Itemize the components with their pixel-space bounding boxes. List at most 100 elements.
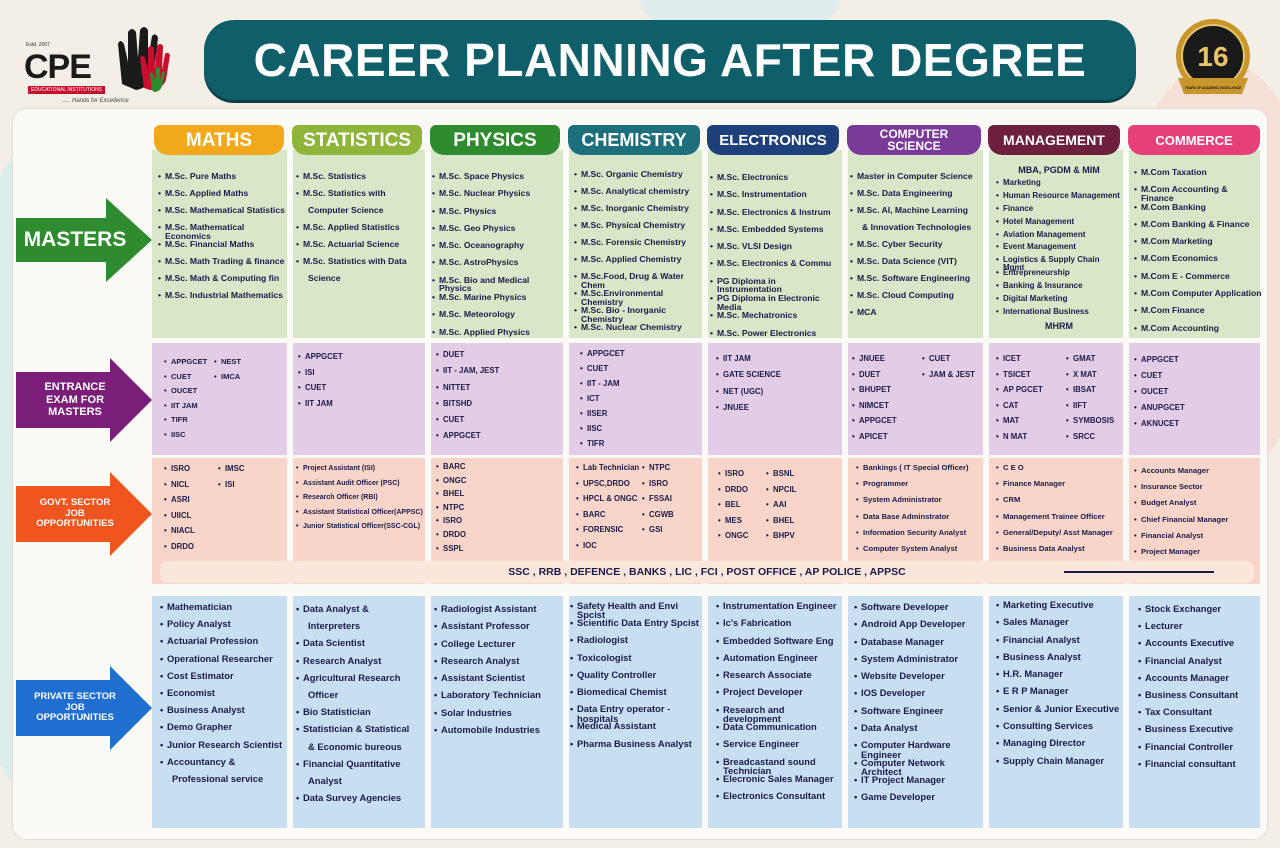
list-item: Project Manager xyxy=(1134,548,1262,564)
list-item: Finance xyxy=(996,204,1122,218)
entrance-cell-maths-a: APPGCETCUETOUCETIIT JAMTIFRIISC xyxy=(164,358,224,446)
list-item: CUET xyxy=(922,355,992,371)
list-item: M.Sc. Embedded Systems xyxy=(710,225,842,242)
row-arrow-private: PRIVATE SECTOR JOB OPPORTUNITIES xyxy=(16,666,152,750)
list-item: APPGCET xyxy=(1134,356,1254,372)
list-item: TSICET xyxy=(996,370,1060,387)
list-item: Data Analyst xyxy=(854,723,984,740)
private-cell-management: Marketing ExecutiveSales ManagerFinancia… xyxy=(996,600,1124,773)
list-item: M.Com Taxation xyxy=(1134,168,1262,185)
list-item: IMSC xyxy=(218,465,278,481)
list-item: PG Diploma in Electronic Media xyxy=(710,294,842,311)
list-item: Biomedical Chemist xyxy=(570,687,704,704)
list-item: Radiologist Assistant xyxy=(434,604,562,621)
list-item: M.Sc. Applied Statistics xyxy=(296,223,424,240)
list-item: M.Sc. Cyber Security xyxy=(850,240,984,257)
list-item: NTPC xyxy=(436,503,556,518)
list-item: X MAT xyxy=(1066,370,1126,387)
list-item: Electronics Consultant xyxy=(716,791,844,808)
list-item: M.Com Computer Application xyxy=(1134,289,1262,306)
list-item: Research Officer (RBI) xyxy=(296,494,424,509)
list-item: Business Consultant xyxy=(1138,690,1264,707)
list-item: Elecronic Sales Manager xyxy=(716,774,844,791)
govt-cell-maths-b: IMSCISI xyxy=(218,465,278,496)
list-item: Pharma Business Analyst xyxy=(570,738,704,756)
list-item: IISER xyxy=(580,410,680,425)
list-item: Business Data Analyst xyxy=(996,545,1124,561)
hands-icon xyxy=(118,27,170,92)
list-item: BITSHD xyxy=(436,399,556,416)
list-item: M.Sc. Industrial Mathematics xyxy=(158,291,286,308)
list-item: Junior Research Scientist xyxy=(160,739,288,757)
column-divider xyxy=(983,150,989,828)
list-item: ONGC xyxy=(436,476,556,491)
list-item: TIFR xyxy=(580,440,680,455)
page-title-banner: CAREER PLANNING AFTER DEGREE xyxy=(204,20,1136,100)
list-item: M.Sc. AI, Machine Learning xyxy=(850,206,984,223)
private-cell-physics: Radiologist AssistantAssistant Professor… xyxy=(434,604,562,742)
list-item: Junior Statistical Officer(SSC-CGL) xyxy=(296,523,424,538)
list-item: ISRO xyxy=(642,479,702,496)
logo-name: CPE xyxy=(24,48,92,86)
list-item: Instrumentation Engineer xyxy=(716,601,844,618)
list-item: CUET xyxy=(298,384,418,400)
list-item: M.Sc. Physics xyxy=(432,206,562,224)
list-item: IIFT xyxy=(1066,401,1126,418)
list-item: N MAT xyxy=(996,432,1060,449)
list-item: Aviation Management xyxy=(996,230,1122,244)
list-item: M.Sc. Electronics & Instrum xyxy=(710,207,842,225)
list-item: Banking & Insurance xyxy=(996,282,1122,295)
list-item: IT Project Manager xyxy=(854,775,984,792)
list-item: Android App Developer xyxy=(854,619,984,636)
list-item: Marketing xyxy=(996,179,1122,192)
list-item: MCA xyxy=(850,308,984,325)
list-item: M.Sc. Mathematical Economics xyxy=(158,223,286,240)
list-item: IOS Developer xyxy=(854,688,984,705)
row-arrow-masters: MASTERS xyxy=(16,198,152,282)
list-item: Sales Manager xyxy=(996,617,1124,634)
list-item: CUET xyxy=(436,416,556,432)
list-item: Information Security Analyst xyxy=(856,528,984,545)
list-item: AAI xyxy=(766,501,826,517)
list-item: Game Developer xyxy=(854,792,984,809)
list-item: M.Sc. Electronics xyxy=(710,173,842,190)
list-item: M.Sc. AstroPhysics xyxy=(432,258,562,275)
list-item: Management Trainee Officer xyxy=(996,512,1124,529)
list-item: M.Sc. Cloud Computing xyxy=(850,291,984,308)
arrow-shape-icon xyxy=(16,666,152,750)
list-item: Project Developer xyxy=(716,687,844,704)
list-item: E R P Manager xyxy=(996,686,1124,703)
column-divider xyxy=(563,150,569,828)
list-item: Lab Technician xyxy=(576,464,646,480)
list-item: ISRO xyxy=(164,465,224,481)
list-item: JNUEE xyxy=(716,403,836,420)
list-item: ISRO xyxy=(718,470,778,486)
list-item: BHEL xyxy=(436,490,556,504)
list-item: DRDO xyxy=(436,531,556,545)
govt-cell-computer-science: Bankings ( IT Special Officer)Programmer… xyxy=(856,464,984,561)
list-item: Assistant Professor xyxy=(434,621,562,638)
list-item: IBSAT xyxy=(1066,386,1126,402)
entrance-cell-electronics: IIT JAMGATE SCIENCENET (UGC)JNUEE xyxy=(716,355,836,420)
govt-cell-management: C E OFinance ManagerCRMManagement Traine… xyxy=(996,464,1124,561)
list-item: ISRO xyxy=(436,517,556,531)
list-item: ANUPGCET xyxy=(1134,404,1254,420)
list-item: GMAT xyxy=(1066,355,1126,371)
list-item: M.Sc. Nuclear Chemistry xyxy=(574,323,702,340)
list-item: M.Sc. Math & Computing fin xyxy=(158,274,286,291)
list-item: Policy Analyst xyxy=(160,619,288,636)
list-item: M.Com Banking & Finance xyxy=(1134,220,1262,237)
row-arrow-entrance: ENTRANCE EXAM FOR MASTERS xyxy=(16,358,152,442)
list-item: GATE SCIENCE xyxy=(716,371,836,387)
list-item: M.Com Marketing xyxy=(1134,237,1262,254)
list-item: M.Sc. Actuarial Science xyxy=(296,240,424,257)
list-item: CAT xyxy=(996,401,1060,418)
list-item: MAT xyxy=(996,417,1060,433)
list-item: Data Scientist xyxy=(296,638,424,655)
entrance-cell-cs-a: JNUEEDUETBHUPETNIMCETAPPGCETAPICET xyxy=(852,355,922,448)
list-item: Interpreters xyxy=(308,620,361,632)
list-item: BHUPET xyxy=(852,386,922,402)
govt-cell-chemistry-a: Lab TechnicianUPSC,DRDOHPCL & ONGCBARCFO… xyxy=(576,464,646,557)
list-item: Radiologist xyxy=(570,635,704,652)
col-head-commerce: COMMERCE xyxy=(1128,125,1260,155)
